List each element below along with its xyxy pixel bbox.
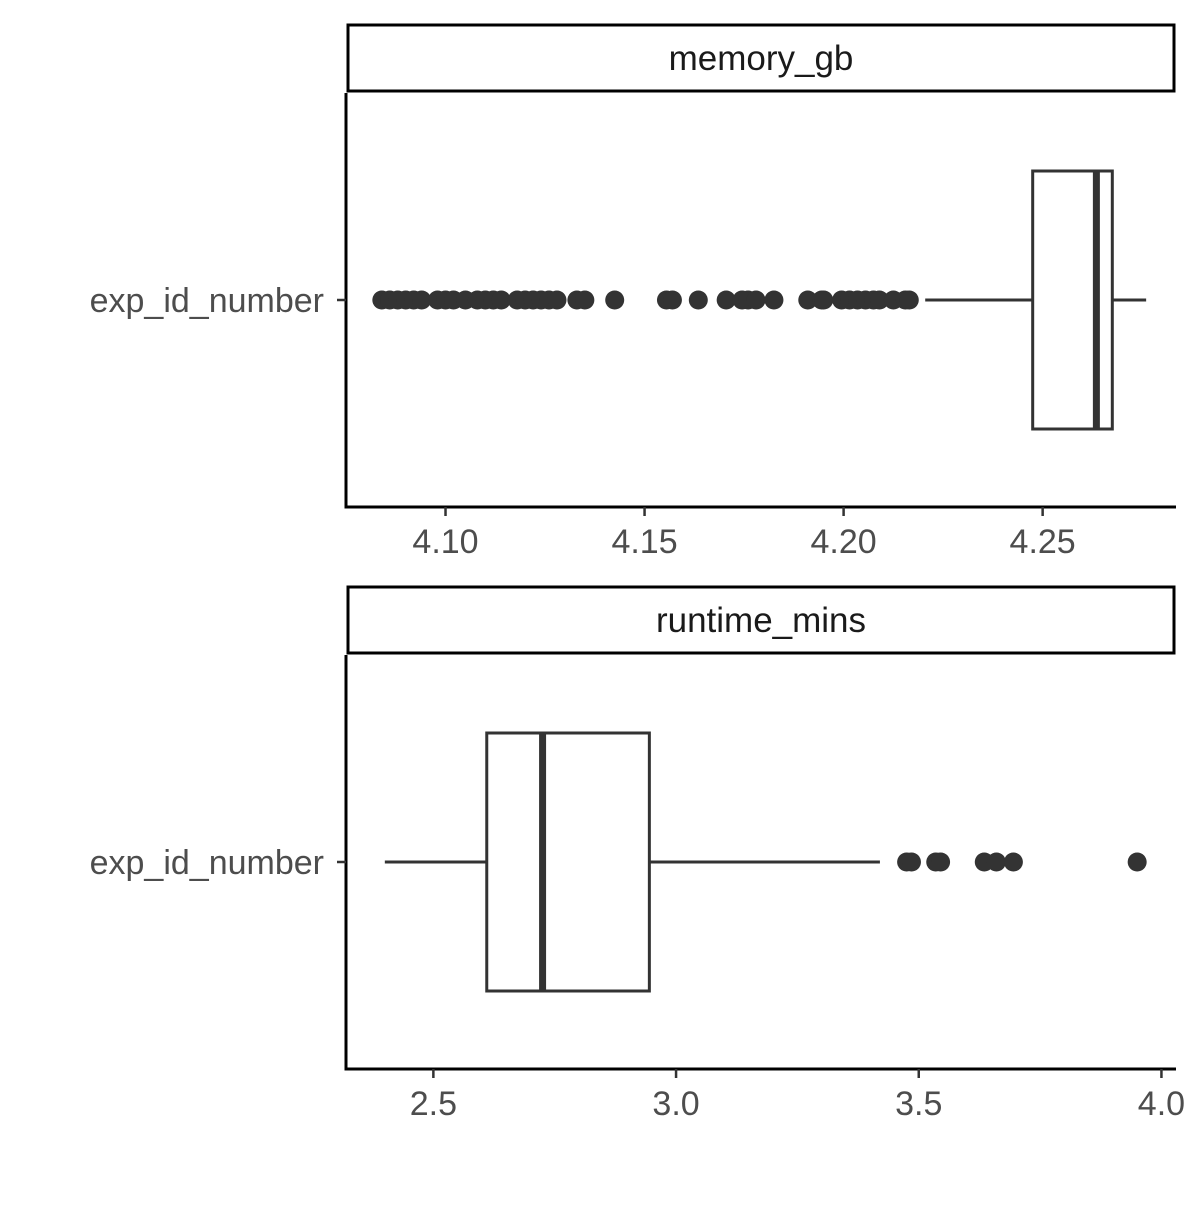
outlier-point	[764, 290, 784, 310]
outlier-point	[716, 290, 736, 310]
outlier-point	[491, 290, 511, 310]
x-tick-label: 4.20	[811, 523, 877, 561]
outlier-point	[901, 852, 921, 872]
outlier-point	[869, 290, 889, 310]
x-tick-label: 4.15	[611, 523, 677, 561]
facet-strip	[346, 585, 1176, 655]
outlier-point	[575, 290, 595, 310]
facet-panel-memory-gb: memory_gb exp_id_number 4.10 4.15 4.20 4.25	[90, 23, 1176, 561]
outlier-point	[814, 290, 834, 310]
outlier-point	[412, 290, 432, 310]
iqr-box	[485, 731, 651, 993]
outlier-point	[662, 290, 682, 310]
facet-panel-runtime-mins: runtime_mins exp_id_number 2.5 3.0 3.5 4.0	[90, 585, 1185, 1123]
x-tick-label: 3.0	[652, 1085, 699, 1123]
outlier-point	[746, 290, 766, 310]
x-tick-label: 3.5	[895, 1085, 942, 1123]
outlier-point	[688, 290, 708, 310]
facet-strip-title: runtime_mins	[656, 601, 866, 640]
outlier-point	[1127, 852, 1147, 872]
x-tick-label: 2.5	[410, 1085, 457, 1123]
y-tick-label: exp_id_number	[90, 844, 324, 882]
facet-strip	[346, 23, 1176, 93]
outlier-point	[899, 290, 919, 310]
x-tick-label: 4.10	[412, 523, 478, 561]
x-tick-label: 4.0	[1138, 1085, 1185, 1123]
y-tick-label: exp_id_number	[90, 282, 324, 320]
facet-strip-title: memory_gb	[669, 39, 854, 78]
x-tick-label: 4.25	[1010, 523, 1076, 561]
iqr-box	[1031, 169, 1114, 431]
outlier-point	[798, 290, 818, 310]
outlier-point	[547, 290, 567, 310]
outlier-point	[986, 852, 1006, 872]
outlier-point	[1003, 852, 1023, 872]
outlier-point	[605, 290, 625, 310]
outlier-point	[931, 852, 951, 872]
